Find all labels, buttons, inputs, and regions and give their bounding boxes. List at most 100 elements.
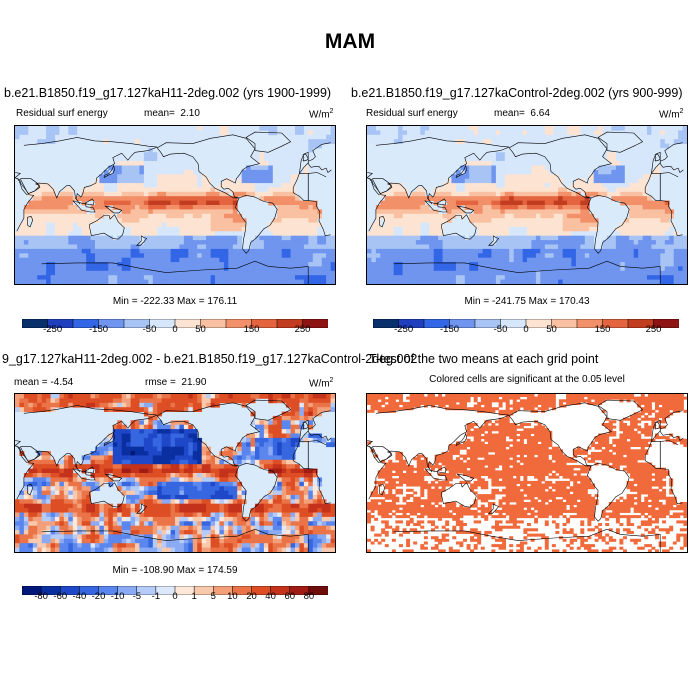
panel2-cell (584, 279, 590, 284)
panel1-cell (232, 187, 238, 193)
panel1-cell (183, 126, 189, 131)
panel3-cell (188, 424, 194, 430)
panel1-cell (237, 183, 243, 188)
panel3-cell (210, 455, 216, 461)
panel2-cell (424, 270, 430, 276)
panel3-cell (295, 407, 300, 412)
panel2-cell (549, 240, 555, 245)
panel1-cell (228, 222, 234, 228)
panel1-cell (259, 161, 265, 166)
panel2-cell (433, 130, 439, 136)
panel3-cell (161, 437, 167, 443)
panel2-cell (429, 244, 435, 250)
panel2-cell (460, 270, 466, 276)
panel1-cell (148, 253, 154, 259)
panel2-cell (469, 270, 475, 276)
panel2-cell (531, 187, 537, 193)
panel2-cell (491, 248, 497, 254)
panel2-cell (580, 130, 586, 136)
panel3-cell (117, 394, 123, 399)
panel1-cell (281, 213, 287, 219)
panel1-cell (130, 200, 136, 206)
panel1-cell (326, 174, 331, 180)
panel1-cell (277, 126, 283, 131)
panel2-cell (527, 169, 532, 175)
panel1-cell (197, 270, 203, 276)
panel2-cell (447, 196, 452, 201)
panel2-cell (647, 213, 652, 219)
panel2-cell (655, 143, 661, 149)
panel3-cell (81, 486, 87, 491)
panel1-cell (201, 248, 207, 254)
panel3-cell (299, 407, 305, 412)
panel1-cell (286, 143, 291, 149)
panel1-cell (272, 178, 278, 184)
panel1-cell (330, 244, 335, 250)
panel2-cell (678, 130, 683, 136)
panel1-cell (37, 270, 43, 276)
panel2-cell (531, 235, 537, 241)
panel2-cell (433, 209, 439, 215)
panel1-cell (166, 218, 171, 223)
panel2-cell (487, 169, 492, 175)
panel3-cell (37, 468, 43, 474)
panel1-cell (103, 275, 109, 280)
panel2-cell (482, 248, 488, 254)
panel1-cell (246, 130, 251, 136)
panel1-cell (206, 183, 211, 188)
panel2-cell (478, 240, 483, 245)
panel1-cell (228, 244, 234, 250)
panel1-cell (263, 156, 269, 162)
panel2-cell (535, 134, 541, 140)
panel2-cell (660, 147, 666, 153)
panel1-cell (263, 270, 269, 276)
panel2-cell (553, 183, 559, 188)
panel2-cell (438, 231, 443, 237)
panel2-cell (384, 235, 390, 241)
panel1-cell (121, 266, 127, 272)
panel1-cell (72, 262, 78, 267)
panel3-cell (281, 455, 287, 461)
panel1-cell (166, 134, 171, 140)
panel1-cell (308, 156, 314, 162)
panel3-cell (259, 451, 265, 456)
panel2-cell (420, 231, 426, 237)
panel2-cell (558, 270, 563, 276)
panel1-cell (272, 262, 278, 267)
panel2-cell (629, 209, 635, 215)
panel1-cell (232, 183, 238, 188)
panel3-cell (152, 394, 158, 399)
panel2-cell (549, 218, 555, 223)
panel1-cell (112, 169, 118, 175)
panel1-cell (326, 244, 331, 250)
panel1-cell (157, 139, 163, 144)
panel3-cell (68, 473, 74, 478)
panel2-cell (647, 253, 652, 259)
panel1-cell (201, 266, 207, 272)
panel2-cell (624, 253, 630, 259)
panel1-cell (108, 165, 114, 171)
panel2-cell (411, 226, 417, 232)
panel2-cell (415, 226, 421, 232)
panel2-cell (495, 266, 501, 272)
panel2-cell (553, 235, 559, 241)
panel2-cell (544, 178, 550, 184)
panel3-cell (55, 402, 60, 408)
panel1-cell (157, 266, 163, 272)
panel2-cell (540, 196, 546, 201)
panel1-cell (263, 244, 269, 250)
panel2-cell (584, 235, 590, 241)
panel1-cell (157, 187, 163, 193)
panel2-cell (411, 191, 417, 197)
panel2-cell (549, 183, 555, 188)
panel3-cell (55, 490, 60, 496)
panel2-cell (575, 275, 581, 280)
panel2-cell (469, 126, 475, 131)
panel3-cell (206, 394, 211, 399)
panel1-cell (77, 209, 83, 215)
panel3-cell (246, 455, 251, 461)
panel1-cell (161, 231, 167, 237)
panel1-cell (175, 200, 180, 206)
panel1-cell (321, 257, 327, 263)
panel1-cell (263, 275, 269, 280)
